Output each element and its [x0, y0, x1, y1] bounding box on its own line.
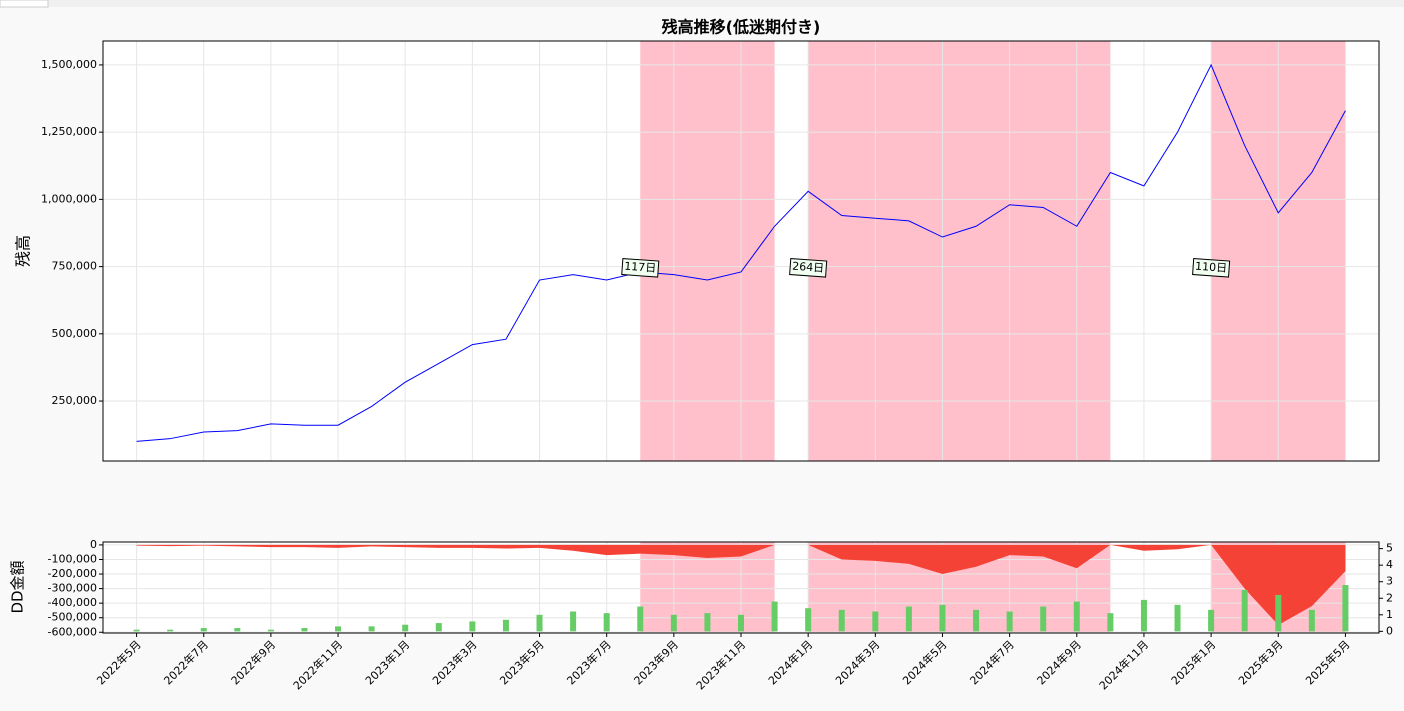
x-tick-label: 2023年3月 [429, 637, 479, 687]
bar [670, 614, 677, 632]
annotation-box [621, 258, 660, 278]
x-tick-label: 2024年11月 [1096, 637, 1151, 692]
balance-line [136, 63, 1346, 442]
x-tick-label: 2023年7月 [564, 637, 614, 687]
bar [738, 614, 744, 632]
x-tick-label: 2022年7月 [161, 637, 211, 687]
bar [1006, 611, 1013, 632]
bar [637, 606, 644, 632]
bar [603, 613, 610, 632]
x-tick-label: 2024年9月 [1034, 637, 1084, 687]
bar [1174, 604, 1181, 632]
y-tick-label: 0 [90, 538, 97, 551]
bar [402, 624, 409, 632]
annotation-box [789, 258, 828, 278]
period-band [640, 41, 775, 461]
bar [1107, 613, 1114, 632]
y-tick-label: -500,000 [48, 611, 97, 624]
chart-title: 残高推移(低迷期付き) [662, 18, 821, 37]
bar [1208, 609, 1215, 632]
x-tick-label: 2025年3月 [1235, 637, 1285, 687]
bar [200, 628, 207, 632]
bar [973, 609, 980, 632]
bar [267, 629, 274, 632]
y-axis-label: DD金額 [9, 560, 27, 613]
y-tick-label: 750,000 [52, 260, 98, 273]
bar [1040, 606, 1047, 632]
x-tick-label: 2023年11月 [693, 637, 748, 692]
y-tick-label: 500,000 [52, 327, 98, 340]
x-tick-label: 2022年11月 [290, 637, 345, 692]
y-tick-label: 1,500,000 [41, 58, 97, 71]
bar [536, 614, 543, 632]
bar [805, 608, 812, 632]
annotation: 110日 [1195, 260, 1228, 275]
y-tick-label: -100,000 [48, 552, 97, 565]
annotation: 117日 [624, 260, 657, 275]
bar [905, 606, 912, 632]
bar [1308, 609, 1315, 632]
bar [1073, 601, 1080, 632]
y2-tick-label: 4 [1386, 558, 1393, 571]
bar [234, 628, 241, 632]
x-tick-label: 2022年9月 [228, 637, 278, 687]
x-tick-label: 2024年3月 [832, 637, 882, 687]
bar [838, 609, 845, 632]
y2-tick-label: 0 [1386, 624, 1393, 637]
y-tick-label: 1,250,000 [41, 125, 97, 138]
period-band [808, 41, 1111, 461]
x-tick-label: 2024年7月 [967, 637, 1017, 687]
y-tick-label: 1,000,000 [41, 192, 97, 205]
y-tick-label: -600,000 [48, 625, 97, 638]
y-tick-label: 250,000 [52, 394, 98, 407]
y-tick-label: -400,000 [48, 596, 97, 609]
bar [301, 628, 308, 632]
x-tick-label: 2023年1月 [362, 637, 412, 687]
bar [570, 611, 577, 632]
bar [368, 626, 375, 632]
y-tick-label: -300,000 [48, 582, 97, 595]
bar [1342, 585, 1349, 632]
x-tick-label: 2023年9月 [631, 637, 681, 687]
y2-tick-label: 1 [1386, 608, 1393, 621]
bar [1140, 599, 1147, 632]
bar [704, 613, 711, 632]
x-tick-label: 2022年5月 [94, 637, 144, 687]
bar [872, 611, 879, 632]
y2-tick-label: 3 [1386, 575, 1393, 588]
bar [133, 629, 140, 632]
y2-tick-label: 2 [1386, 591, 1393, 604]
plot-frame [102, 40, 1380, 462]
y2-tick-label: 5 [1386, 542, 1393, 555]
x-tick-label: 2024年5月 [900, 637, 950, 687]
bar [771, 601, 778, 632]
bar [1241, 589, 1248, 632]
annotation: 264日 [792, 260, 825, 275]
plot-frame [102, 541, 1380, 634]
bar [939, 604, 946, 632]
bar [469, 621, 476, 632]
x-tick-label: 2024年1月 [765, 637, 815, 687]
bar [167, 629, 174, 632]
tab[interactable] [0, 0, 49, 8]
x-tick-label: 2025年5月 [1302, 637, 1352, 687]
x-tick-label: 2023年5月 [497, 637, 547, 687]
bar [502, 619, 509, 632]
tab-bar [0, 0, 1404, 7]
bar [335, 626, 342, 632]
x-tick-label: 2025年1月 [1168, 637, 1218, 687]
y-axis-label: 残高 [14, 235, 33, 267]
bar [1275, 594, 1282, 632]
annotation-box [1192, 258, 1231, 278]
drawdown-area [136, 544, 1346, 625]
bar [435, 623, 442, 632]
y-tick-label: -200,000 [48, 567, 97, 580]
